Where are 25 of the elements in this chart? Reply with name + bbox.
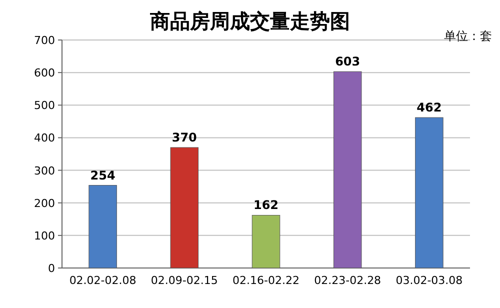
data-label: 603	[335, 54, 360, 69]
x-tick-label: 02.02-02.08	[69, 274, 136, 287]
x-tick-label: 02.16-02.22	[232, 274, 300, 287]
bar	[252, 214, 280, 268]
bar	[333, 71, 362, 268]
y-tick-label: 500	[34, 99, 55, 112]
chart-title: 商品房周成交量走势图	[149, 10, 350, 33]
bar	[88, 185, 117, 268]
x-tick-label: 02.09-02.15	[150, 274, 218, 287]
y-tick-label: 300	[34, 164, 55, 178]
annotation: 单位：套	[444, 29, 492, 43]
bar	[170, 147, 199, 268]
y-tick-label: 100	[34, 229, 55, 242]
bar	[415, 117, 444, 268]
data-label: 254	[90, 168, 116, 182]
data-label: 162	[253, 198, 279, 212]
x-tick-label: 03.02-03.08	[396, 274, 463, 287]
data-label: 370	[172, 130, 197, 144]
x-tick-label: 02.23-02.28	[314, 274, 382, 287]
y-tick-label: 200	[34, 196, 55, 210]
y-tick-label: 0	[48, 262, 55, 275]
y-tick-label: 600	[34, 66, 55, 80]
data-label: 462	[416, 100, 442, 115]
y-tick-label: 700	[34, 34, 55, 47]
y-tick-label: 400	[34, 132, 55, 145]
